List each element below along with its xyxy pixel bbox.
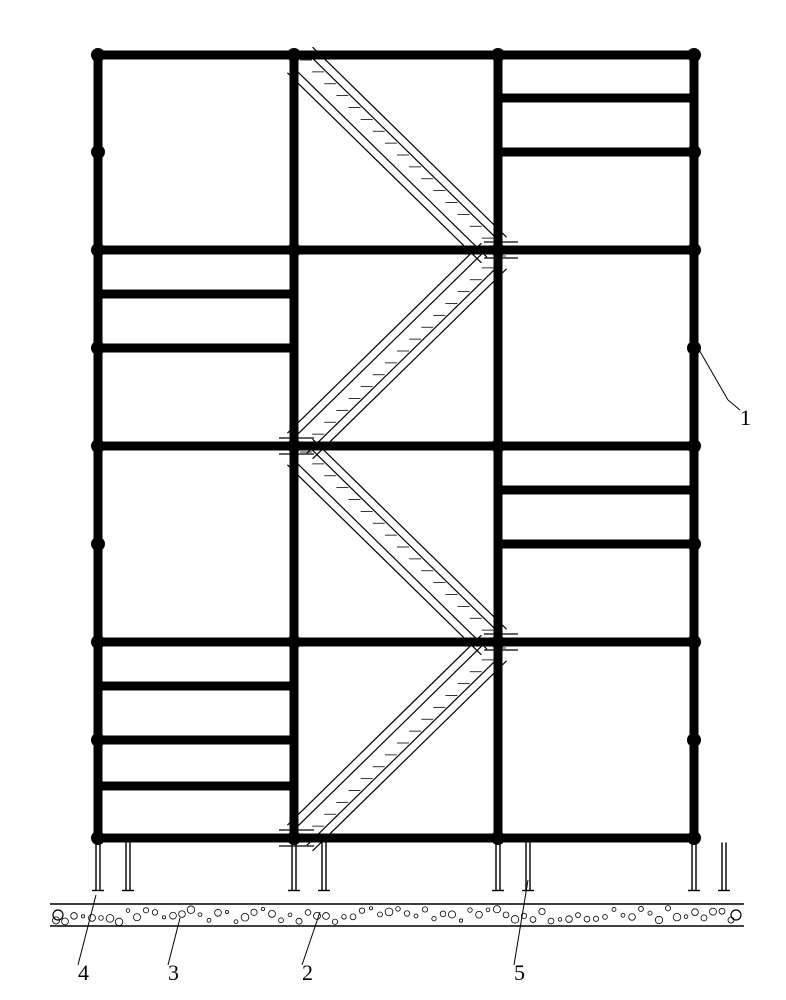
joint-node bbox=[687, 439, 701, 453]
joint-node bbox=[687, 243, 701, 257]
joint-node bbox=[91, 48, 105, 62]
joint-node bbox=[491, 243, 505, 257]
joint-node bbox=[491, 635, 505, 649]
joint-node bbox=[91, 439, 105, 453]
joint-node bbox=[687, 831, 701, 845]
callout-label-3: 3 bbox=[168, 960, 179, 985]
joint-node bbox=[287, 243, 301, 257]
joint-node bbox=[687, 341, 701, 355]
joint-node bbox=[687, 733, 701, 747]
joint-node bbox=[687, 145, 701, 159]
joint-node bbox=[687, 635, 701, 649]
joint-node bbox=[287, 48, 301, 62]
joint-node bbox=[491, 831, 505, 845]
joint-node bbox=[491, 439, 505, 453]
callout-label-4: 4 bbox=[78, 960, 89, 985]
joint-node bbox=[491, 48, 505, 62]
joint-node bbox=[91, 733, 105, 747]
joint-node bbox=[287, 831, 301, 845]
callout-label-1: 1 bbox=[740, 405, 751, 430]
joint-node bbox=[91, 537, 105, 551]
joint-node bbox=[287, 439, 301, 453]
joint-node bbox=[687, 537, 701, 551]
joint-node bbox=[687, 48, 701, 62]
joint-node bbox=[287, 635, 301, 649]
callout-label-2: 2 bbox=[302, 960, 313, 985]
joint-node bbox=[91, 243, 105, 257]
joint-node bbox=[91, 831, 105, 845]
callout-label-5: 5 bbox=[514, 960, 525, 985]
joint-node bbox=[91, 635, 105, 649]
structural-diagram: 1 2 3 4 5 bbox=[0, 0, 786, 1000]
joint-node bbox=[91, 341, 105, 355]
joint-node bbox=[91, 145, 105, 159]
